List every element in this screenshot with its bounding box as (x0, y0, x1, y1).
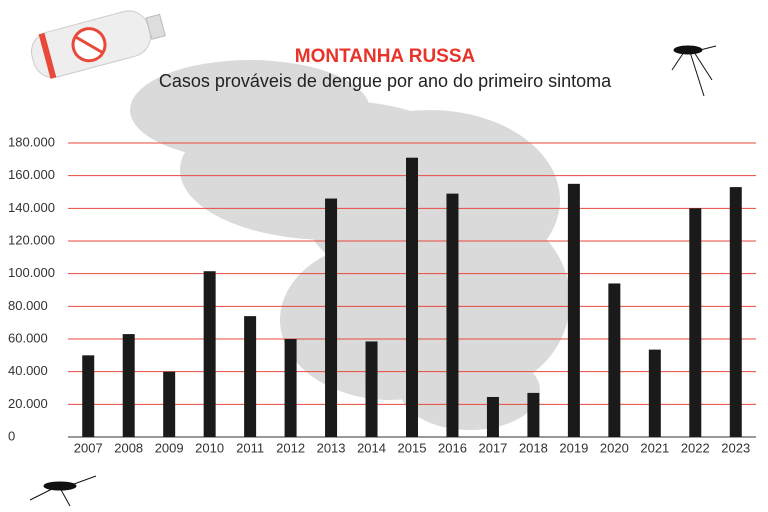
bar (244, 316, 257, 437)
y-tick-label: 0 (8, 428, 15, 443)
x-tick-label: 2015 (398, 440, 427, 455)
y-tick-label: 40.000 (8, 363, 48, 378)
x-tick-label: 2013 (317, 440, 346, 455)
spray-can (31, 10, 166, 79)
x-tick-label: 2017 (478, 440, 507, 455)
x-tick-label: 2019 (559, 440, 588, 455)
mosquito-bottom (29, 475, 97, 507)
y-tick-label: 60.000 (8, 330, 48, 345)
bar (203, 271, 216, 437)
x-tick-label: 2023 (721, 440, 750, 455)
y-tick-label: 140.000 (8, 200, 55, 215)
smoke (130, 60, 570, 430)
x-tick-label: 2010 (195, 440, 224, 455)
y-tick-label: 80.000 (8, 298, 48, 313)
x-tick-label: 2018 (519, 440, 548, 455)
bar (325, 198, 338, 437)
y-tick-label: 120.000 (8, 232, 55, 247)
bar (729, 187, 742, 437)
x-tick-label: 2012 (276, 440, 305, 455)
y-tick-label: 160.000 (8, 167, 55, 182)
bar (365, 341, 378, 437)
bar (406, 157, 418, 437)
bar (163, 371, 176, 437)
y-tick-label: 20.000 (8, 396, 48, 411)
bar (82, 355, 95, 437)
bar (648, 349, 661, 437)
x-tick-label: 2014 (357, 440, 386, 455)
x-tick-label: 2007 (74, 440, 103, 455)
bar (567, 183, 580, 437)
bar (527, 392, 540, 437)
bar (486, 396, 499, 437)
x-tick-label: 2009 (155, 440, 184, 455)
bar (446, 193, 459, 437)
x-tick-label: 2008 (114, 440, 143, 455)
bar (284, 339, 297, 437)
x-tick-label: 2016 (438, 440, 467, 455)
y-tick-label: 100.000 (8, 265, 55, 280)
chart-title: MONTANHA RUSSA (295, 46, 476, 67)
x-tick-label: 2022 (681, 440, 710, 455)
x-tick-label: 2021 (640, 440, 669, 455)
chart-subtitle: Casos prováveis de dengue por ano do pri… (159, 71, 612, 91)
x-tick-label: 2020 (600, 440, 629, 455)
y-tick-label: 180.000 (8, 134, 55, 149)
bar (122, 334, 135, 437)
bar (608, 283, 621, 437)
x-tick-label: 2011 (236, 440, 264, 455)
mosquito-top (671, 45, 717, 97)
bar (689, 208, 702, 437)
